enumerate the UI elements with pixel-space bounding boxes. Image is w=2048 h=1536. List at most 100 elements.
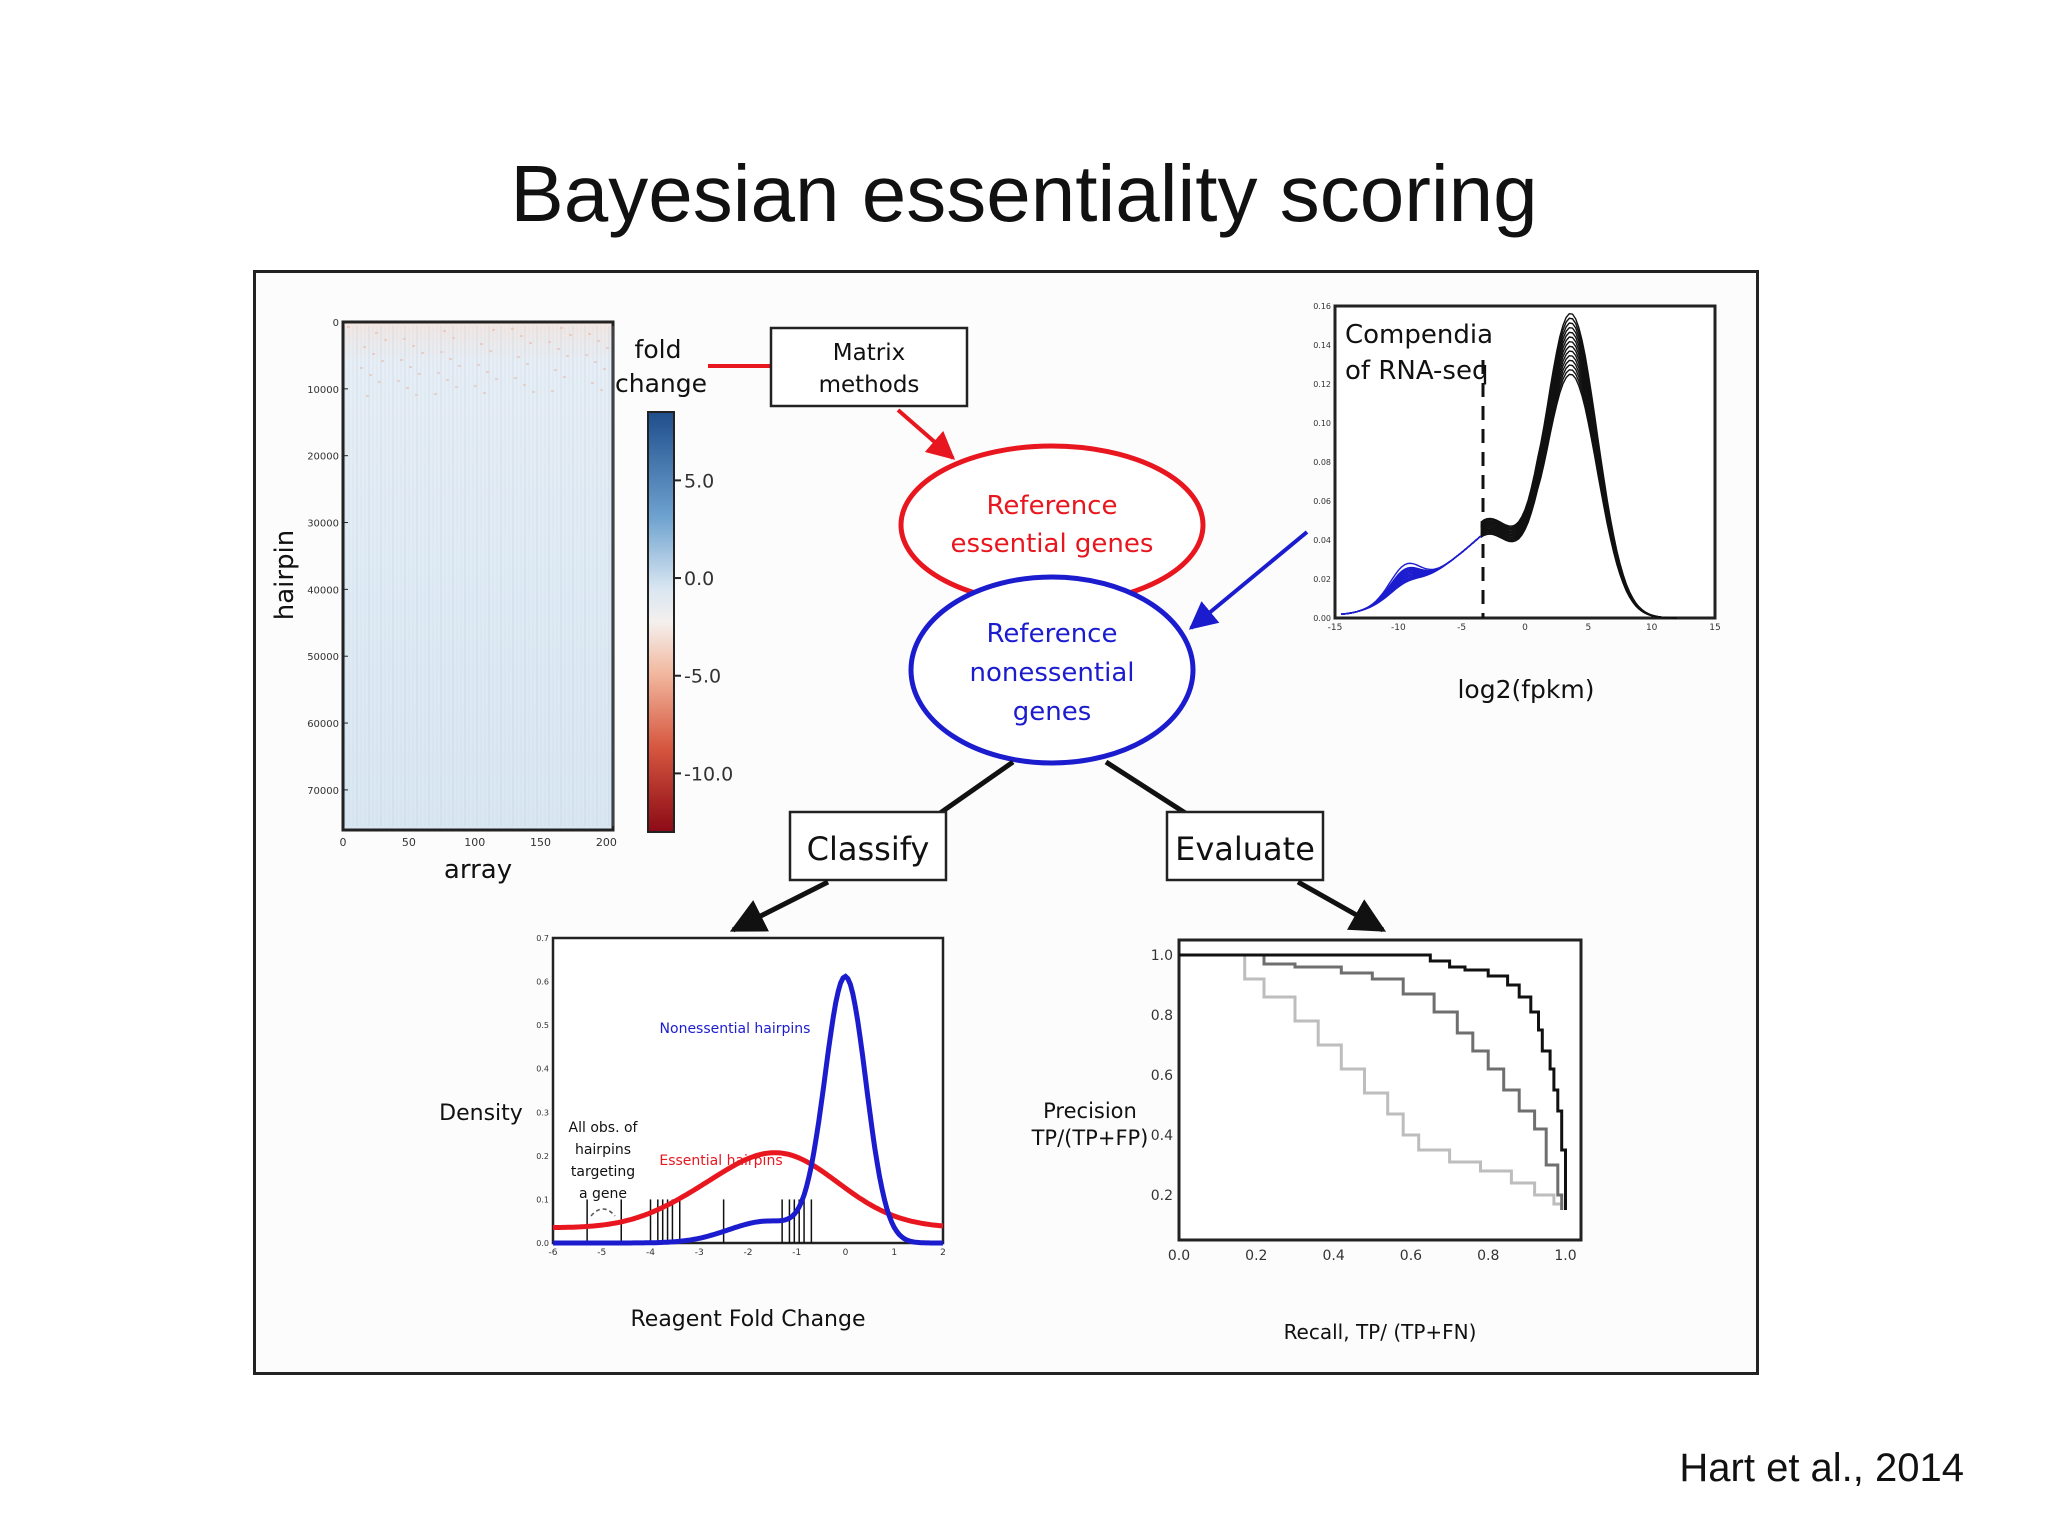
heatmap-red-speck [492, 329, 495, 331]
heatmap-red-speck [480, 343, 483, 345]
heatmap-ytick: 50000 [307, 652, 339, 663]
colorbar-tick: 5.0 [684, 470, 714, 492]
heatmap-red-speck [483, 392, 486, 394]
density-ylabel: Density [439, 1101, 523, 1126]
nonessential-genes-node [908, 574, 1196, 766]
heatmap-red-speck [421, 352, 424, 354]
heatmap-xlabel: array [444, 855, 512, 885]
rnaseq-curves [1341, 312, 1678, 619]
heatmap-red-speck [560, 327, 563, 329]
heatmap-red-speck [569, 334, 572, 336]
heatmap-red-speck [532, 391, 535, 393]
heatmap-red-speck [489, 350, 492, 352]
rnaseq-xtick: 10 [1646, 623, 1658, 633]
heatmap-xtick: 200 [596, 836, 617, 849]
nonessential-label-line1: Reference [987, 619, 1118, 649]
heatmap-ytick: 20000 [307, 452, 339, 463]
heatmap-red-speck [566, 355, 569, 357]
heatmap-panel: hairpin array 0 10000 20000 30000 40000 50000… [270, 318, 733, 885]
heatmap-red-speck [440, 351, 443, 353]
heatmap-red-speck [520, 335, 523, 337]
density-xtick: 2 [940, 1248, 946, 1258]
heatmap-red-speck [603, 368, 606, 370]
matrix-methods-box [769, 326, 969, 408]
heatmap-ylabel: hairpin [270, 530, 300, 621]
heatmap-ytick: 60000 [307, 719, 339, 730]
evaluate-label: Evaluate [1175, 830, 1315, 868]
essential-label-line2: essential genes [951, 529, 1154, 559]
heatmap-xtick: 0 [340, 836, 347, 849]
rnaseq-ytick: 0.06 [1313, 497, 1331, 506]
nonessential-hairpins-label: Nonessential hairpins [660, 1021, 811, 1037]
density-xticks: -6 -5 -4 -3 -2 -1 0 1 2 [549, 1248, 946, 1258]
density-annotation-line3: targeting [571, 1164, 635, 1180]
density-panel: 0.0 0.1 0.2 0.3 0.4 0.5 0.6 0.7 -6 -5 -4 -3 -2 -1 0 1 2… [439, 934, 946, 1332]
density-annotation-line2: hairpins [575, 1142, 631, 1158]
heatmap-red-speck [455, 386, 458, 388]
density-ytick: 0.5 [536, 1021, 549, 1030]
heatmap-xtick: 150 [530, 836, 551, 849]
pr-xtick: 0.2 [1245, 1248, 1267, 1264]
rnaseq-plot [1333, 304, 1717, 620]
colorbar [647, 411, 675, 833]
pr-xtick: 0.8 [1477, 1248, 1499, 1264]
density-xtick: -3 [695, 1248, 704, 1258]
matrix-methods-line2: methods [819, 372, 920, 398]
heatmap-red-speck [563, 376, 566, 378]
heatmap-xtick: 50 [402, 836, 416, 849]
rnaseq-annotation-line1: Compendia [1345, 320, 1493, 350]
heatmap-ytick: 70000 [307, 786, 339, 797]
pr-xticks: 0.0 0.2 0.4 0.6 0.8 1.0 [1168, 1248, 1577, 1264]
nonessential-label-line2: nonessential [969, 658, 1134, 688]
density-xtick: -6 [549, 1248, 558, 1258]
density-xtick: -2 [744, 1248, 753, 1258]
heatmap-red-speck [366, 395, 369, 397]
pr-xtick: 0.4 [1322, 1248, 1344, 1264]
density-yticks: 0.0 0.1 0.2 0.3 0.4 0.5 0.6 0.7 [536, 934, 549, 1248]
heatmap-red-speck [495, 378, 498, 380]
rnaseq-xtick: 5 [1585, 623, 1591, 633]
pr-ytick: 0.2 [1151, 1188, 1173, 1204]
heatmap-red-speck [554, 369, 557, 371]
heatmap-ytick: 30000 [307, 519, 339, 530]
density-ytick: 0.6 [536, 978, 549, 987]
rnaseq-panel: 0.00 0.02 0.04 0.06 0.08 0.10 0.12 0.14 0.16 -15… [1313, 302, 1721, 704]
essential-hairpins-label: Essential hairpins [659, 1153, 782, 1169]
classify-label: Classify [807, 830, 930, 868]
essential-label-line1: Reference [987, 491, 1118, 521]
pr-xlabel: Recall, TP/ (TP+FN) [1284, 1320, 1477, 1344]
heatmap-red-speck [526, 363, 529, 365]
pr-ylabel-line1: Precision [1043, 1099, 1137, 1123]
heatmap-red-speck [381, 360, 384, 362]
rnaseq-xtick: -15 [1328, 623, 1343, 633]
heatmap-plot [341, 320, 615, 832]
density-annotation-bracket [590, 1208, 616, 1217]
heatmap-red-speck [523, 384, 526, 386]
density-annotation-line1: All obs. of [569, 1120, 639, 1136]
heatmap-red-speck [514, 377, 517, 379]
density-ytick: 0.0 [536, 1239, 549, 1248]
heatmap-ytick: 40000 [307, 585, 339, 596]
rnaseq-xtick: 0 [1522, 623, 1528, 633]
heatmap-xticks: 0 50 100 150 200 [340, 836, 617, 849]
density-xtick: -5 [597, 1248, 606, 1258]
rnaseq-xtick: -5 [1457, 623, 1466, 633]
pr-panel: 0.2 0.4 0.6 0.8 1.0 0.0 0.2 0.4 0.6 0.8 1.0 Preci… [1031, 938, 1583, 1344]
heatmap-ytick: 10000 [307, 385, 339, 396]
nonessential-density-curve [553, 973, 943, 1246]
heatmap-red-speck [551, 390, 554, 392]
rnaseq-annotation-line2: of RNA-seq [1345, 356, 1488, 386]
pr-xtick: 0.6 [1400, 1248, 1422, 1264]
heatmap-red-speck [511, 328, 514, 330]
pr-ylabel-line2: TP/(TP+FP) [1031, 1126, 1149, 1150]
rnaseq-black-curve [1480, 312, 1678, 619]
density-ytick: 0.2 [536, 1152, 549, 1161]
rnaseq-xtick: 15 [1709, 623, 1720, 633]
pr-ytick: 0.8 [1151, 1008, 1173, 1024]
rnaseq-ytick: 0.16 [1313, 302, 1331, 311]
heatmap-red-speck [477, 364, 480, 366]
density-xlabel: Reagent Fold Change [630, 1307, 865, 1332]
heatmap-red-speck [446, 379, 449, 381]
heatmap-red-speck [360, 367, 363, 369]
classify-arrow [729, 879, 830, 933]
